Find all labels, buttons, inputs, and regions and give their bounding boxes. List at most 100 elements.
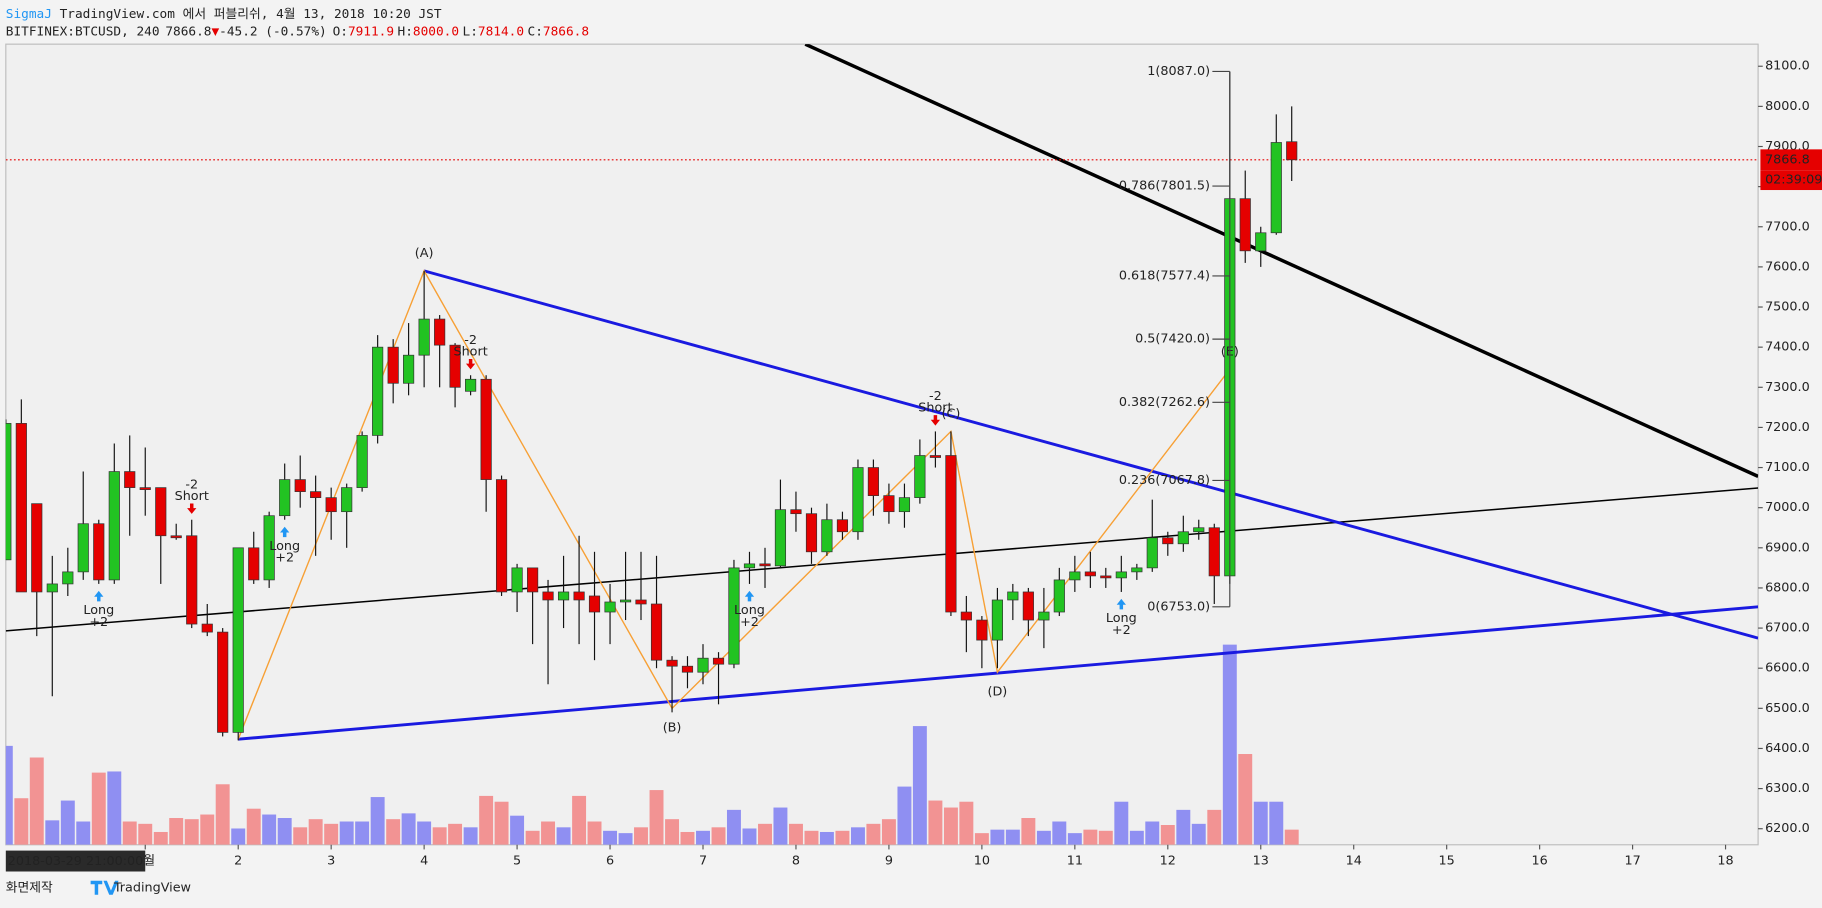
x-tick-label: 14	[1346, 854, 1362, 869]
volume-bar	[1067, 833, 1082, 845]
volume-bar	[122, 821, 137, 845]
volume-bar	[1191, 823, 1206, 845]
volume-bar	[76, 821, 91, 845]
volume-bar	[773, 807, 788, 845]
candle-body	[821, 519, 833, 553]
candle-body	[805, 513, 818, 553]
volume-bar	[804, 830, 819, 845]
candle-body	[124, 471, 136, 488]
signal-arrow	[930, 415, 941, 426]
signal-arrow	[187, 503, 197, 514]
signal-arrow	[1116, 598, 1126, 610]
candle-body	[945, 455, 957, 613]
volume-bar	[370, 797, 385, 845]
candle-body	[356, 435, 368, 488]
volume-bar	[897, 786, 912, 845]
signal-arrow	[94, 590, 104, 602]
volume-bar	[308, 819, 323, 845]
candle-body	[898, 497, 911, 513]
volume-bar	[649, 790, 664, 845]
price: 7866.8	[165, 24, 211, 39]
volume-bar	[835, 830, 850, 845]
y-tick-label: 7300.0	[1765, 380, 1810, 395]
y-tick-label: 7100.0	[1765, 460, 1810, 475]
candle-body	[217, 631, 229, 733]
signal-qty: -2	[185, 477, 198, 492]
volume-bar	[1269, 801, 1284, 845]
volume-bar	[200, 814, 215, 845]
o-label: O:	[333, 24, 348, 39]
volume-bar	[1253, 801, 1268, 845]
candle-body	[1193, 527, 1205, 533]
volume-bar	[943, 807, 958, 845]
trend-line	[804, 44, 1759, 478]
signal-label: Short	[175, 489, 209, 504]
candle-body	[511, 567, 523, 593]
candle-body	[263, 515, 275, 581]
symbol: BITFINEX:BTCUSD, 240	[6, 24, 160, 39]
pattern-label: (D)	[988, 684, 1008, 699]
y-tick-label: 6800.0	[1765, 580, 1810, 595]
volume-bar	[432, 827, 447, 845]
candle-body	[1100, 575, 1112, 579]
volume-bar	[618, 833, 633, 845]
header-line-2: BITFINEX:BTCUSD, 240 7866.8▼-45.2 (-0.57%…	[6, 24, 589, 39]
candle-body	[1270, 142, 1282, 234]
candle-body	[650, 603, 663, 661]
y-tick-label: 6700.0	[1765, 621, 1810, 636]
candle-body	[619, 599, 632, 603]
y-tick-label: 8000.0	[1765, 99, 1810, 114]
x-tick-label: 10	[974, 854, 990, 869]
volume-bar	[479, 795, 494, 845]
fib-label: 0.786(7801.5)	[1119, 179, 1210, 194]
signal-qty: +2	[89, 615, 108, 630]
axes-layer: 6200.06300.06400.06500.06600.06700.06800…	[5, 59, 1822, 872]
x-tick-label: 5	[513, 854, 521, 869]
volume-bar	[1160, 824, 1175, 845]
candle-body	[248, 547, 260, 581]
volume-bar	[231, 828, 246, 845]
candle-body	[712, 657, 725, 665]
volume-bar	[788, 823, 803, 845]
price-tag: 7866.8	[1765, 152, 1810, 167]
trend-line	[238, 605, 1759, 741]
c-value: 7866.8	[543, 24, 589, 39]
volume-bar	[1083, 829, 1098, 845]
x-tick-label: 9	[885, 854, 893, 869]
candle-body	[1131, 567, 1143, 573]
candle-body	[5, 423, 12, 561]
y-tick-label: 7700.0	[1765, 219, 1810, 234]
pattern-label: (C)	[941, 406, 960, 421]
candle-body	[1208, 527, 1220, 577]
y-tick-label: 8100.0	[1765, 59, 1810, 74]
footer-brand[interactable]: TradingView	[113, 880, 191, 895]
signal-qty: +2	[1112, 623, 1131, 638]
volume-bar	[696, 830, 710, 845]
x-tick-label: 4	[420, 854, 428, 869]
volume-bar	[355, 821, 370, 845]
fib-label: 0(6753.0)	[1147, 599, 1210, 614]
trend-line	[5, 487, 1759, 632]
candle-body	[108, 471, 120, 581]
signal-qty: -2	[929, 389, 942, 404]
candle-body	[604, 601, 616, 613]
volume-bar	[448, 823, 463, 845]
plot-layer: (A)(B)(C)(D)(E)1(8087.0)0.786(7801.5)0.6…	[5, 44, 1759, 845]
x-tick-label: 17	[1624, 854, 1640, 869]
volume-bar	[293, 827, 308, 845]
signal-label: Long	[269, 539, 300, 554]
countdown-bg	[1760, 170, 1822, 191]
volume-bar	[525, 830, 540, 845]
candle-body	[279, 479, 291, 517]
time-tooltip-bg	[5, 850, 146, 872]
volume-bar	[14, 798, 29, 845]
signal-arrow	[744, 590, 755, 602]
o-value: 7911.9	[348, 24, 394, 39]
candle-body	[666, 659, 678, 667]
candle-body	[93, 523, 105, 581]
candle-body	[1177, 531, 1189, 545]
volume-bar	[1005, 829, 1020, 845]
x-tick-label: 2	[234, 854, 242, 869]
volume-bar	[541, 821, 556, 845]
